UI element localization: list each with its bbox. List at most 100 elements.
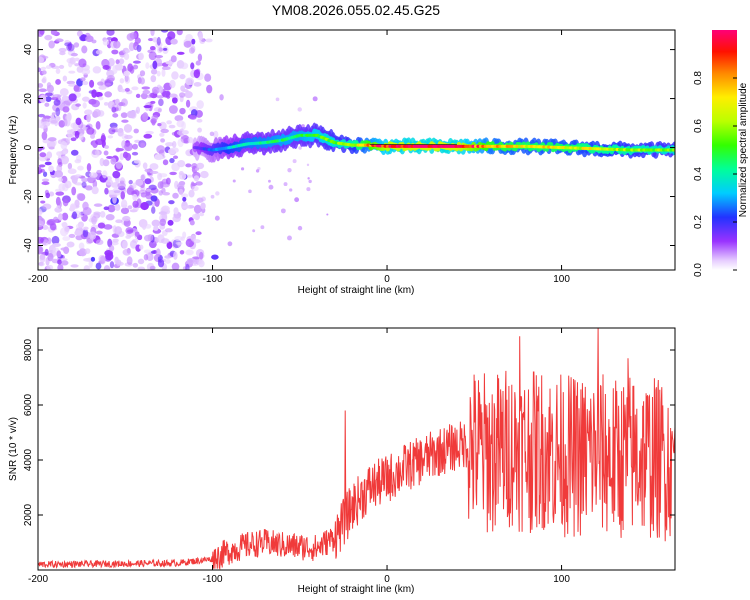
spectrogram-noise-blob bbox=[66, 80, 76, 85]
spectrogram-noise-blob bbox=[38, 164, 46, 168]
spectrogram-noise-blob bbox=[189, 220, 195, 226]
colorbar-tick-label: 0.4 bbox=[693, 167, 704, 181]
spectrogram-noise-blob bbox=[112, 238, 119, 243]
spectrogram-noise-blob bbox=[255, 169, 260, 173]
spectrogram-noise-blob bbox=[149, 163, 159, 170]
spectrogram-noise-blob bbox=[150, 100, 156, 104]
spectrogram-noise-blob bbox=[169, 93, 178, 98]
spectrogram-noise-blob bbox=[125, 235, 132, 239]
spectrogram-y-tick-label: 40 bbox=[23, 44, 34, 56]
spectrogram-noise-blob bbox=[62, 199, 69, 207]
spectrogram-noise-blob bbox=[150, 75, 157, 83]
spectrogram-noise-blob bbox=[180, 236, 185, 241]
spectrogram-noise-blob bbox=[204, 73, 212, 82]
spectrogram-noise-blob bbox=[101, 255, 106, 264]
spectrogram-noise-blob bbox=[115, 59, 120, 65]
spectrogram-noise-blob bbox=[268, 179, 271, 183]
spectrogram-y-tick-label: -20 bbox=[23, 189, 34, 204]
spectrogram-noise-blob bbox=[55, 191, 65, 196]
spectrogram-noise-blob bbox=[189, 47, 195, 54]
spectrogram-noise-blob bbox=[106, 155, 113, 159]
spectrogram-noise-blob bbox=[193, 204, 202, 214]
spectrogram-noise-blob bbox=[39, 254, 46, 260]
spectrogram-noise-blob bbox=[110, 157, 117, 165]
spectrogram-noise-blob bbox=[156, 36, 161, 46]
spectrogram-noise-blob bbox=[141, 86, 151, 90]
spectrogram-noise-blob bbox=[155, 248, 161, 258]
spectrogram-noise-blob bbox=[39, 30, 45, 35]
spectrogram-noise-blob bbox=[86, 127, 95, 135]
spectrogram-noise-blob bbox=[58, 177, 64, 182]
spectrogram-noise-blob bbox=[287, 235, 292, 241]
spectrogram-noise-blob bbox=[82, 102, 87, 109]
spectrogram-noise-blob bbox=[63, 118, 68, 127]
spectrogram-noise-blob bbox=[44, 161, 52, 166]
spectrogram-noise-blob bbox=[93, 211, 101, 215]
spectrogram-noise-blob bbox=[160, 128, 169, 134]
snr-x-label: Height of straight line (km) bbox=[298, 584, 415, 595]
spectrogram-noise-blob bbox=[80, 77, 86, 82]
spectrogram-noise-blob bbox=[71, 175, 78, 184]
spectrogram-noise-blob bbox=[156, 70, 161, 77]
spectrogram-noise-blob bbox=[99, 211, 106, 218]
spectrogram-noise-blob bbox=[81, 45, 88, 54]
spectrogram-noise-blob bbox=[129, 209, 138, 213]
spectrogram-noise-blob bbox=[43, 239, 49, 246]
spectrogram-noise-blob bbox=[73, 84, 80, 92]
snr-y-tick-label: 8000 bbox=[23, 338, 34, 361]
spectrogram-noise-blob bbox=[66, 58, 74, 64]
spectrogram-noise-blob bbox=[115, 160, 123, 170]
spectrogram-noise-blob bbox=[84, 109, 93, 116]
colorbar-tick-label: 0.6 bbox=[693, 119, 704, 133]
spectrogram-noise-blob bbox=[169, 158, 175, 164]
spectrogram-noise-blob bbox=[60, 141, 68, 150]
spectrogram-noise-blob bbox=[151, 206, 156, 214]
spectrogram-noise-blob bbox=[169, 171, 177, 176]
spectrogram-noise-blob bbox=[112, 194, 117, 204]
spectrogram-noise-blob bbox=[51, 235, 60, 245]
spectrogram-noise-blob bbox=[109, 261, 115, 269]
spectrogram-noise-blob bbox=[62, 106, 70, 113]
spectrogram-noise-blob bbox=[307, 177, 310, 180]
spectrogram-noise-blob bbox=[52, 242, 61, 248]
spectrogram-noise-blob bbox=[150, 195, 158, 202]
colorbar-label: Normalized spectral amplitude bbox=[738, 82, 749, 217]
spectrogram-noise-blob bbox=[74, 130, 80, 139]
spectrogram-noise-blob bbox=[60, 260, 69, 266]
spectrogram-noise-blob bbox=[50, 30, 58, 36]
spectrogram-noise-blob bbox=[122, 240, 128, 249]
spectrogram-noise-blob bbox=[51, 258, 59, 264]
spectrogram-noise-blob bbox=[90, 133, 96, 139]
spectrogram-noise-blob bbox=[95, 230, 103, 235]
spectrogram-noise-blob bbox=[171, 97, 178, 104]
spectrogram-noise-blob bbox=[308, 179, 312, 184]
spectrogram-noise-blob bbox=[132, 60, 141, 64]
spectrogram-noise-blob bbox=[199, 38, 206, 45]
spectrogram-noise-blob bbox=[60, 155, 70, 165]
spectrogram-noise-blob bbox=[88, 172, 98, 178]
colorbar-ticks: 0.0 0.2 0.4 0.6 0.8 bbox=[693, 71, 737, 277]
spectrogram-noise-blob bbox=[180, 85, 186, 92]
spectrogram-noise-blob bbox=[64, 180, 72, 189]
spectrogram-noise-blob bbox=[138, 244, 144, 250]
spectrogram-noise-blob bbox=[173, 155, 179, 159]
spectrogram-noise-blob bbox=[163, 47, 168, 51]
spectrogram-noise-blob bbox=[192, 214, 197, 220]
spectrogram-noise-blob bbox=[91, 99, 101, 108]
spectrogram-noise-blob bbox=[165, 142, 174, 147]
spectrogram-noise-blob bbox=[206, 84, 213, 94]
spectrogram-noise-blob bbox=[184, 91, 193, 99]
spectrogram-noise-blob bbox=[123, 70, 130, 77]
colorbar-tick-label: 0.8 bbox=[693, 71, 704, 85]
spectrogram-noise-blob bbox=[120, 207, 130, 215]
spectrogram-noise-blob bbox=[102, 170, 108, 179]
spectrogram-noise-blob bbox=[154, 154, 164, 161]
spectrogram-noise-blob bbox=[120, 204, 128, 208]
spectrogram-noise-blob bbox=[125, 49, 131, 53]
spectrogram-noise-blob bbox=[157, 123, 162, 127]
spectrogram-noise-blob bbox=[178, 188, 184, 195]
spectrogram-noise-blob bbox=[81, 177, 88, 183]
spectrogram-noise-blob bbox=[165, 177, 171, 185]
spectrogram-noise-blob bbox=[178, 171, 184, 176]
spectrogram-noise-blob bbox=[102, 39, 110, 46]
